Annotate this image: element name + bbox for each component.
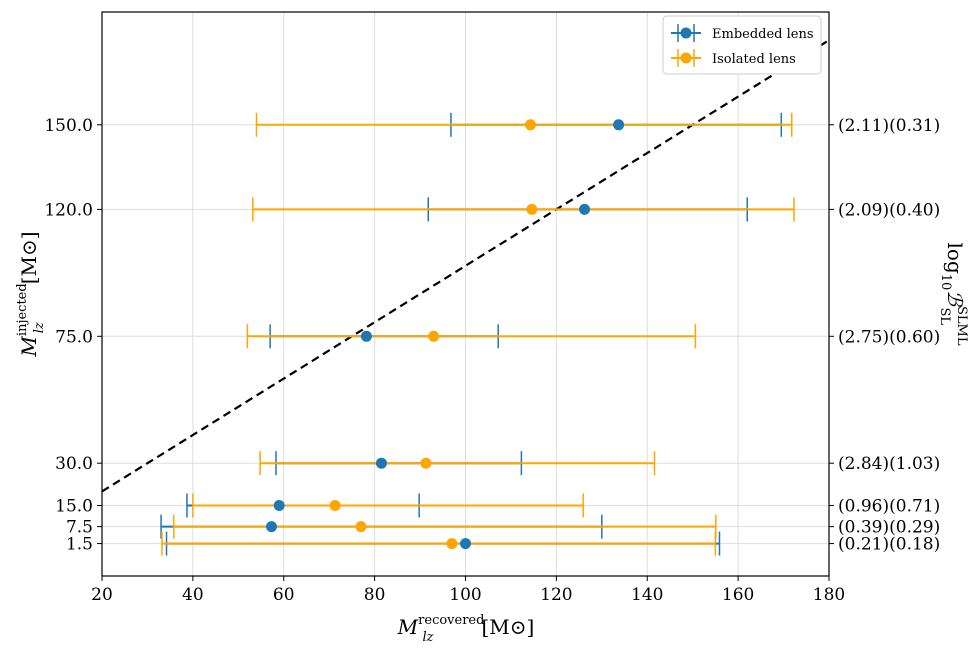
y-axis-label-main: M — [17, 336, 41, 358]
x-axis-label: Mrecovered lz [M⊙] — [397, 613, 535, 645]
right-axis-label-b: ℬ — [943, 290, 967, 307]
y-tick-label: 150.0 — [44, 116, 93, 136]
x-tick-label: 140 — [631, 585, 663, 605]
point-isolated — [329, 500, 341, 511]
x-tick-label: 120 — [540, 585, 572, 605]
legend-box — [662, 15, 822, 75]
y-tick-label: 7.5 — [66, 518, 93, 538]
legend-entry-isolated: Isolated lens — [671, 49, 796, 67]
x-tick-label: 60 — [273, 585, 295, 605]
legend-embedded-label: Embedded lens — [712, 27, 814, 42]
x-axis-label-sub: lz — [422, 630, 433, 645]
point-embedded — [360, 330, 372, 342]
x-axis-label-unit: [M⊙] — [481, 615, 534, 639]
right-bayes-label: (0.39)(0.29) — [838, 518, 940, 538]
legend-isolated-marker — [680, 52, 692, 64]
right-bayes-label: (2.11)(0.31) — [838, 116, 940, 136]
x-axis-label-main: M — [397, 615, 419, 639]
right-axis-labels: (2.11)(0.31) (2.09)(0.40) (2.75)(0.60) (2.8… — [829, 116, 940, 555]
point-isolated — [524, 119, 536, 131]
y-axis-ticks: 1.57.515.0 30.0 75.0 120.0 150.0 — [44, 116, 102, 555]
right-bayes-label: (2.09)(0.40) — [838, 200, 940, 220]
x-tick-label: 100 — [449, 585, 481, 605]
point-embedded — [579, 203, 591, 215]
y-tick-label: 1.5 — [66, 535, 93, 555]
legend-entry-embedded: Embedded lens — [671, 24, 814, 42]
y-axis-label: Minjected lz [M⊙] — [15, 231, 47, 357]
point-isolated — [420, 457, 432, 469]
y-tick-label: 30.0 — [55, 454, 93, 474]
point-embedded — [273, 500, 285, 511]
point-isolated — [428, 330, 440, 342]
right-axis-label-sup: SLML — [954, 306, 969, 346]
x-tick-label: 80 — [364, 585, 386, 605]
legend-isolated-label: Isolated lens — [712, 52, 796, 67]
right-axis-label-log: log — [943, 242, 967, 273]
point-isolated — [355, 521, 367, 533]
point-embedded — [265, 521, 277, 533]
error-bars — [160, 112, 795, 556]
right-bayes-label: (0.96)(0.71) — [838, 497, 940, 517]
data-points — [265, 119, 625, 550]
x-axis-label-sup: recovered — [418, 613, 484, 628]
right-axis-label-sub10: 10 — [938, 274, 953, 291]
x-tick-label: 160 — [722, 585, 754, 605]
y-axis-label-unit: [M⊙] — [17, 231, 41, 284]
point-isolated — [446, 538, 458, 550]
legend: Embedded lens Isolated lens — [662, 15, 822, 75]
legend-embedded-marker — [680, 27, 692, 39]
point-isolated — [526, 203, 538, 215]
y-axis-label-sub: lz — [32, 322, 47, 333]
y-axis-label-sup: injected — [15, 283, 30, 336]
right-axis-label: log10ℬSLMLSL — [937, 242, 969, 345]
x-tick-label: 20 — [91, 585, 113, 605]
y-tick-label: 75.0 — [55, 327, 93, 347]
right-bayes-label: (2.75)(0.60) — [838, 327, 940, 347]
x-tick-label: 180 — [813, 585, 845, 605]
right-bayes-label: (0.21)(0.18) — [838, 535, 940, 555]
x-tick-label: 40 — [182, 585, 204, 605]
point-embedded — [375, 457, 387, 469]
right-axis-label-subsl: SL — [937, 308, 952, 326]
y-tick-label: 15.0 — [55, 497, 93, 517]
x-axis-ticks: 20 40 60 80 100 120 140 160 180 — [91, 576, 845, 605]
y-tick-label: 120.0 — [44, 200, 93, 220]
right-bayes-label: (2.84)(1.03) — [838, 454, 940, 474]
point-embedded — [613, 119, 625, 131]
point-embedded — [460, 538, 471, 550]
